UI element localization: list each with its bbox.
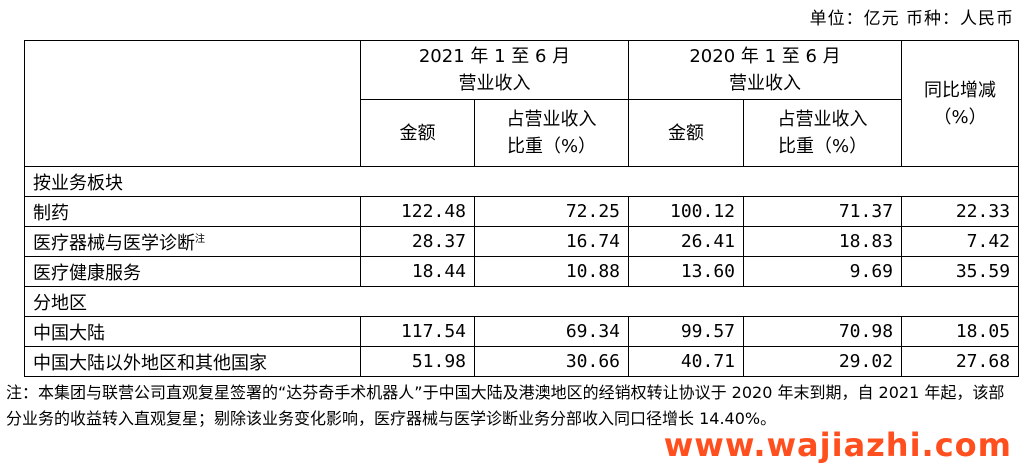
row-label: 医疗健康服务 bbox=[24, 256, 361, 287]
amount-2020-cell: 26.41 bbox=[628, 226, 745, 257]
yoy-cell: 27.68 bbox=[901, 346, 1020, 377]
row-label: 中国大陆以外地区和其他国家 bbox=[24, 346, 361, 377]
table-row: 医疗健康服务 18.44 10.88 13.60 9.69 35.59 bbox=[24, 256, 1020, 287]
footnote: 注：本集团与联营公司直观复星签署的“达芬奇手术机器人”于中国大陆及港澳地区的经销… bbox=[6, 383, 1005, 428]
share-2020-cell: 71.37 bbox=[743, 196, 903, 227]
row-label: 制药 bbox=[24, 196, 361, 227]
share-2020-cell: 70.98 bbox=[743, 316, 903, 347]
table-row: 制药 122.48 72.25 100.12 71.37 22.33 bbox=[24, 196, 1020, 227]
section-row: 按业务板块 bbox=[23, 166, 1020, 197]
share-2021-cell: 16.74 bbox=[473, 226, 630, 257]
amount-2021-cell: 51.98 bbox=[360, 346, 475, 377]
revenue-table: 2021 年 1 至 6 月 营业收入 2020 年 1 至 6 月 营业收入 … bbox=[23, 40, 1020, 377]
header-period-2020: 2020 年 1 至 6 月 营业收入 bbox=[628, 40, 903, 100]
row-label: 医疗器械与医学诊断注 bbox=[24, 226, 361, 257]
header-blank-cell bbox=[24, 40, 361, 167]
revenue-label-2021: 营业收入 bbox=[458, 73, 531, 94]
table-row: 中国大陆以外地区和其他国家 51.98 30.66 40.71 29.02 27.68 bbox=[24, 346, 1020, 377]
yoy-cell: 18.05 bbox=[901, 316, 1020, 347]
header-share-2021: 占营业收入 比重（%） bbox=[473, 99, 630, 167]
section-row: 分地区 bbox=[23, 286, 1020, 317]
header-share-2020: 占营业收入 比重（%） bbox=[743, 99, 903, 167]
amount-2020-cell: 100.12 bbox=[628, 196, 745, 227]
amount-2020-cell: 99.57 bbox=[628, 316, 745, 347]
amount-2021-cell: 122.48 bbox=[360, 196, 475, 227]
yoy-cell: 35.59 bbox=[901, 256, 1020, 287]
share-2020-cell: 18.83 bbox=[743, 226, 903, 257]
header-period-2021: 2021 年 1 至 6 月 营业收入 bbox=[359, 40, 630, 100]
period-2020-label: 2020 年 1 至 6 月 bbox=[689, 46, 841, 67]
yoy-label: 同比增减 bbox=[924, 79, 997, 101]
watermark-logo: www.wajiazhi.com bbox=[663, 426, 1012, 464]
header-amount-2021: 金额 bbox=[360, 99, 475, 167]
period-2021-label: 2021 年 1 至 6 月 bbox=[418, 46, 571, 67]
unit-currency-note: 单位：亿元 币种：人民币 bbox=[809, 9, 1014, 29]
share-2021-cell: 69.34 bbox=[473, 316, 630, 347]
table-row: 中国大陆 117.54 69.34 99.57 70.98 18.05 bbox=[24, 316, 1020, 347]
section-title: 按业务板块 bbox=[23, 166, 1020, 197]
share-2021-cell: 72.25 bbox=[473, 196, 630, 227]
table-body: 按业务板块 制药 122.48 72.25 100.12 71.37 22.33 医疗器械与医… bbox=[23, 166, 1020, 377]
section-title: 分地区 bbox=[23, 286, 1020, 317]
header-yoy: 同比增减 （%） bbox=[901, 40, 1020, 167]
row-label: 中国大陆 bbox=[24, 316, 361, 347]
header-amount-2020: 金额 bbox=[628, 99, 745, 167]
share-2021-cell: 30.66 bbox=[473, 346, 630, 377]
share-2021-cell: 10.88 bbox=[473, 256, 630, 287]
yoy-cell: 22.33 bbox=[901, 196, 1020, 227]
amount-2021-cell: 117.54 bbox=[360, 316, 475, 347]
amount-2020-cell: 13.60 bbox=[628, 256, 745, 287]
amount-2020-cell: 40.71 bbox=[628, 346, 745, 377]
footnote-marker: 注 bbox=[195, 233, 205, 245]
share-2020-cell: 9.69 bbox=[743, 256, 903, 287]
revenue-label-2020: 营业收入 bbox=[729, 73, 802, 94]
share-2020-cell: 29.02 bbox=[743, 346, 903, 377]
yoy-cell: 7.42 bbox=[901, 226, 1020, 257]
amount-2021-cell: 28.37 bbox=[360, 226, 475, 257]
yoy-unit: （%） bbox=[933, 106, 987, 128]
amount-2021-cell: 18.44 bbox=[360, 256, 475, 287]
table-row: 医疗器械与医学诊断注 28.37 16.74 26.41 18.83 7.42 bbox=[24, 226, 1020, 257]
